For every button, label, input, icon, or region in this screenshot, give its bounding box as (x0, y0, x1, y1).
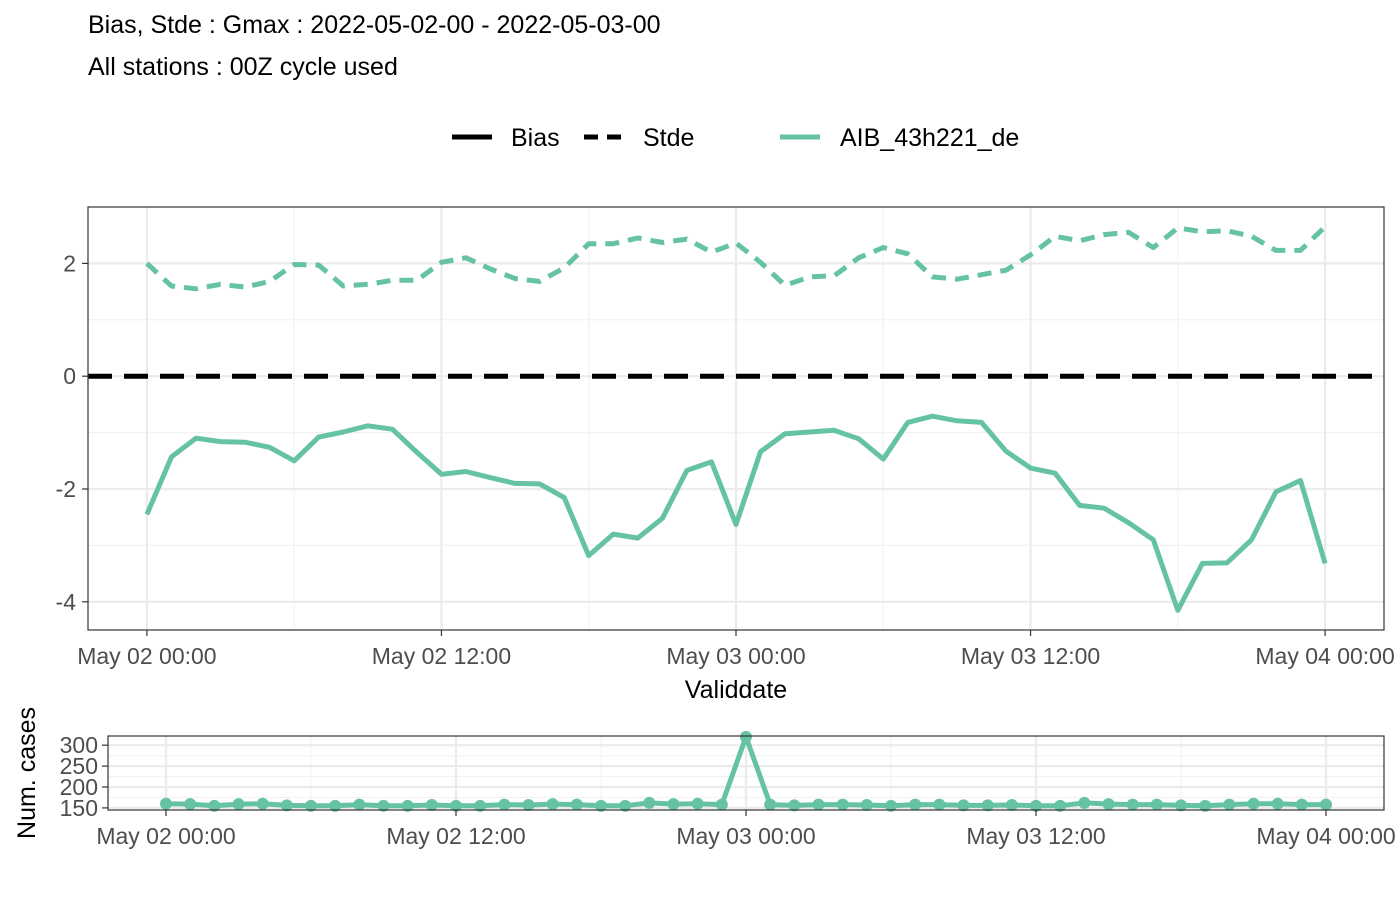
cases-point (764, 798, 777, 811)
cases-point (1102, 798, 1115, 811)
x-tick-label: May 02 00:00 (77, 643, 216, 669)
cases-point (208, 799, 221, 812)
cases-point (860, 798, 873, 811)
main-x-axis-title: Validdate (685, 676, 787, 704)
cases-point (788, 799, 801, 812)
cases-point (280, 799, 293, 812)
y-tick-label: 250 (60, 753, 98, 779)
cases-point (957, 799, 970, 812)
cases-point (933, 798, 946, 811)
cases-point (377, 799, 390, 812)
cases-point (570, 798, 583, 811)
cases-point (595, 799, 607, 812)
main-x-axis: May 02 00:00 May 02 12:00 May 03 00:00 May … (77, 630, 1395, 669)
cases-point (329, 799, 342, 812)
x-tick-label: May 02 12:00 (372, 643, 511, 669)
cases-point (353, 798, 366, 811)
cases-point (740, 730, 752, 743)
y-tick-label: 0 (63, 363, 76, 389)
cases-point (1126, 798, 1139, 811)
y-tick-label: -2 (56, 476, 76, 502)
cases-gridlines (108, 736, 1384, 810)
y-tick-label: -4 (56, 589, 77, 615)
cases-point (1320, 798, 1332, 811)
cases-point (667, 798, 680, 811)
cases-point (1223, 798, 1236, 811)
main-y-axis: -4 -2 0 2 (56, 250, 88, 615)
cases-point (1054, 799, 1067, 812)
cases-point (160, 797, 172, 810)
cases-point (498, 798, 511, 811)
x-tick-label: May 03 12:00 (961, 643, 1100, 669)
y-tick-label: 150 (60, 795, 98, 821)
cases-y-axis-title: Num. cases (13, 707, 41, 839)
legend-series-label: AIB_43h221_de (840, 124, 1019, 152)
cases-point (1271, 797, 1284, 810)
x-tick-label: May 03 12:00 (966, 823, 1105, 849)
chart-title: Bias, Stde : Gmax : 2022-05-02-00 - 2022… (88, 11, 661, 39)
legend-bias-label: Bias (511, 124, 560, 152)
stde-series-line (145, 224, 1327, 292)
cases-point (184, 798, 197, 811)
cases-point (619, 799, 632, 812)
cases-point (401, 799, 414, 812)
cases-points (160, 730, 1332, 812)
x-tick-label: May 04 00:00 (1256, 823, 1395, 849)
cases-point (1199, 799, 1212, 812)
cases-point (450, 799, 462, 812)
main-plot-panel: -4 -2 0 2 May 02 00:00 May 02 12:00 May 03 00… (56, 206, 1395, 704)
cases-point (1005, 798, 1018, 811)
y-tick-label: 2 (63, 250, 76, 276)
x-tick-label: May 02 00:00 (96, 823, 235, 849)
cases-point (643, 796, 656, 809)
cases-point (909, 798, 922, 811)
cases-point (1175, 799, 1187, 812)
x-tick-label: May 03 00:00 (666, 643, 805, 669)
legend: Bias Stde AIB_43h221_de (452, 124, 1019, 152)
cases-x-axis: May 02 00:00 May 02 12:00 May 03 00:00 May … (96, 810, 1396, 849)
cases-point (812, 798, 825, 811)
cases-point (1150, 798, 1163, 811)
cases-point (715, 798, 728, 811)
y-tick-label: 300 (60, 732, 98, 758)
cases-point (1030, 799, 1042, 812)
cases-point (836, 798, 849, 811)
cases-point (1247, 797, 1260, 810)
cases-point (1078, 796, 1091, 809)
cases-point (425, 798, 438, 811)
cases-point (885, 799, 897, 812)
cases-point (232, 798, 245, 811)
cases-point (981, 799, 994, 812)
cases-point (546, 798, 559, 811)
cases-point (1295, 798, 1308, 811)
cases-point (256, 797, 269, 810)
bias-series-line (144, 413, 1328, 613)
x-tick-label: May 02 12:00 (386, 823, 525, 849)
x-tick-label: May 03 00:00 (676, 823, 815, 849)
legend-stde-label: Stde (643, 124, 694, 152)
x-tick-label: May 04 00:00 (1255, 643, 1394, 669)
cases-point (522, 798, 535, 811)
cases-point (474, 799, 487, 812)
cases-point (691, 797, 704, 810)
cases-point (305, 799, 317, 812)
chart-subtitle: All stations : 00Z cycle used (88, 53, 398, 81)
y-tick-label: 200 (60, 774, 98, 800)
